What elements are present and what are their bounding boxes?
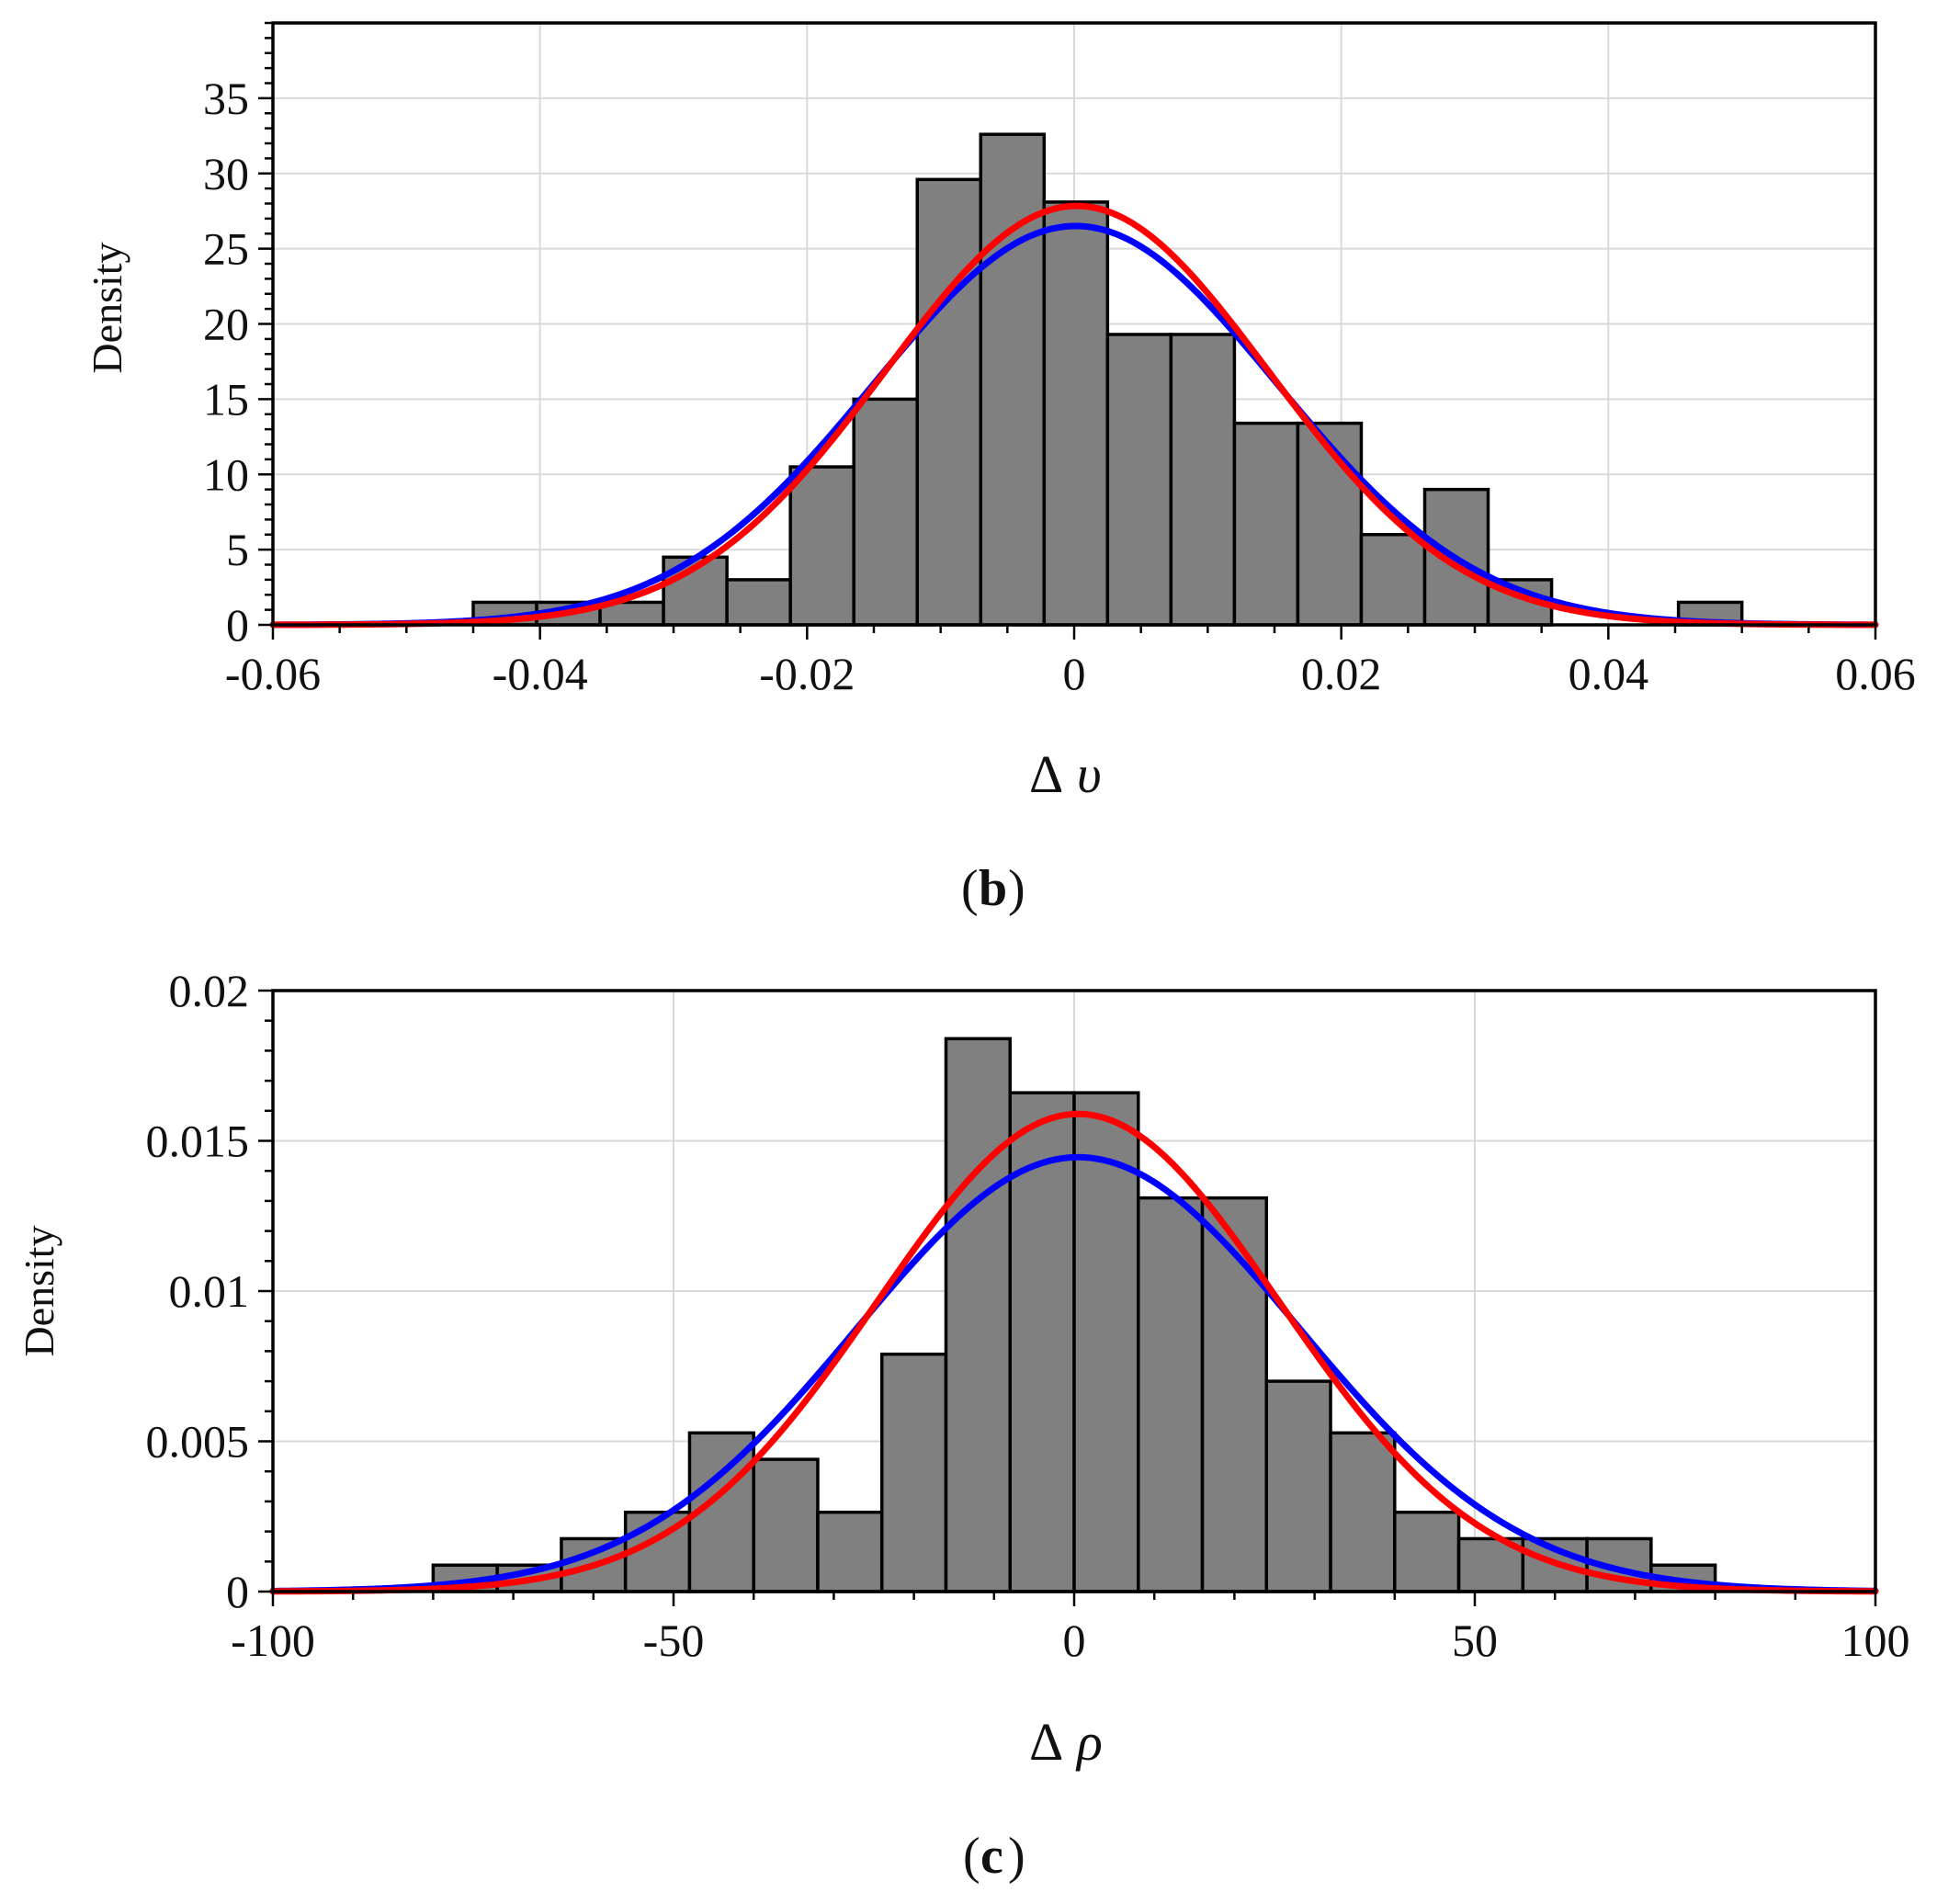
kernel-fit-curve [269,1110,1879,1595]
x-axis-title-b-symbol: Δ [1029,744,1063,804]
y-axis-title-c: Density [16,1225,62,1356]
y-tick-label: 0 [226,1566,249,1617]
x-tick-label: 0 [1063,648,1086,699]
svg-text:(: ( [963,1828,980,1885]
x-axis-title-c-variable: ρ [1075,1712,1103,1772]
svg-text:): ) [1008,1828,1025,1885]
x-tick-label: -100 [231,1615,315,1666]
svg-text:(: ( [961,860,979,917]
x-tick-label: 0.02 [1301,648,1382,699]
svg-text:): ) [1008,860,1025,917]
x-tick-label: -0.02 [759,648,855,699]
x-tick-label: 0 [1063,1615,1086,1666]
histogram-bar [1232,421,1300,627]
histogram-panel-c: -100 -50 0 50 100 0 0.005 0.01 0.015 0.02 Densit… [16,965,1910,1885]
histogram-bar [915,177,983,627]
kernel-fit-curve [269,202,1879,629]
histogram-bar [1169,333,1237,627]
panel-label-c-letter: c [980,1828,1003,1885]
histogram-bar [1393,1510,1461,1593]
y-tick-label: 0.02 [169,965,250,1016]
ticks-b [258,21,1877,640]
y-tick-label: 0 [226,599,249,651]
histogram-bar [725,578,792,627]
y-tick-label: 10 [203,448,249,500]
histogram-bar [1105,333,1173,627]
histogram-bar [752,1457,820,1593]
x-tick-label: 100 [1841,1615,1910,1666]
x-tick-label: 0.04 [1569,648,1649,699]
bars-b [471,132,1744,627]
y-tick-label: 20 [203,299,249,350]
panel-label-c: ( c ) [963,1828,1025,1885]
y-tick-labels-b: 0 5 10 15 20 25 30 35 [203,73,249,651]
y-tick-label: 35 [203,73,249,124]
histogram-bar [1359,533,1427,627]
histogram-bar [1329,1431,1397,1593]
ticks-c [258,989,1877,1606]
fit-curves-c [269,1110,1879,1595]
panel-label-b: ( b ) [961,860,1025,917]
y-tick-label: 0.01 [169,1265,250,1317]
x-tick-labels-b: -0.06 -0.04 -0.02 0 0.02 0.04 0.06 [225,648,1916,699]
y-axis-title-b: Density [84,242,130,373]
y-tick-label: 5 [226,524,249,575]
x-tick-labels-c: -100 -50 0 50 100 [231,1615,1909,1666]
panel-label-b-letter: b [979,860,1007,917]
histogram-bar [816,1510,884,1593]
histogram-bar [1008,1091,1076,1593]
x-tick-label: -0.04 [493,648,588,699]
histogram-bar [979,132,1047,627]
y-tick-label: 25 [203,223,249,275]
histogram-bar [1042,200,1110,627]
histogram-bar [788,465,855,627]
normal-fit-curve [269,1153,1879,1594]
x-axis-title-b-variable: υ [1077,744,1102,804]
fit-curves-b [269,202,1879,629]
y-tick-labels-c: 0 0.005 0.01 0.015 0.02 [146,965,250,1617]
y-tick-label: 15 [203,373,249,425]
x-tick-label: -50 [643,1615,705,1666]
x-tick-label: 50 [1452,1615,1498,1666]
histogram-bar [1264,1379,1332,1593]
histogram-bar [879,1352,948,1593]
y-tick-label: 30 [203,148,249,199]
histogram-bar [1072,1091,1140,1593]
y-tick-label: 0.005 [146,1416,250,1468]
histogram-panel-b: -0.06 -0.04 -0.02 0 0.02 0.04 0.06 0 5 10 15 20 25 3… [84,21,1916,917]
x-tick-label: 0.06 [1835,648,1916,699]
y-tick-label: 0.015 [146,1116,250,1167]
x-tick-label: -0.06 [225,648,321,699]
histogram-bar [852,397,919,627]
histogram-bar [944,1037,1012,1593]
bars-c [431,1037,1717,1593]
histogram-bar [1137,1196,1205,1593]
x-axis-title-c-symbol: Δ [1029,1712,1063,1772]
